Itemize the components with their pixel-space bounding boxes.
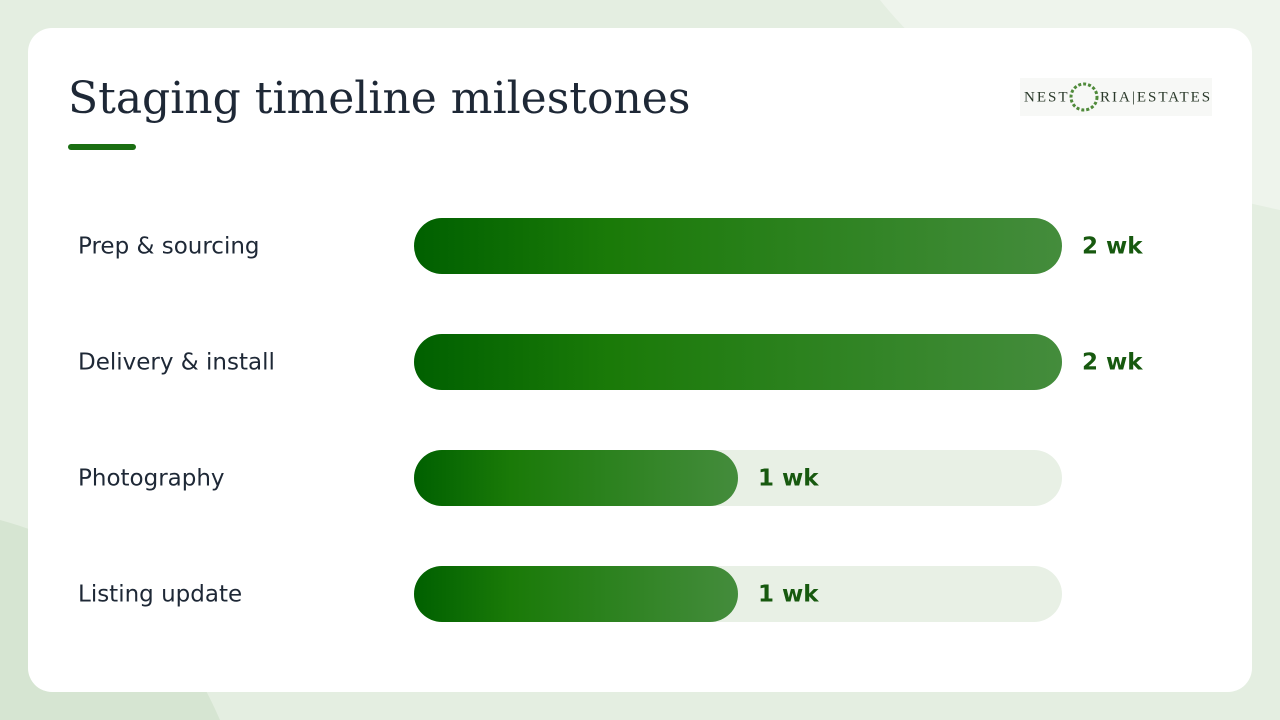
category-label: Listing update	[78, 582, 242, 608]
category-label: Delivery & install	[78, 350, 275, 376]
category-label: Prep & sourcing	[78, 234, 260, 260]
title-underline	[68, 144, 136, 150]
bar	[414, 218, 1062, 274]
value-label: 1 wk	[758, 466, 819, 492]
logo-bg	[1020, 78, 1212, 116]
category-label: Photography	[78, 466, 225, 492]
value-label: 2 wk	[1082, 234, 1143, 260]
bar	[414, 334, 1062, 390]
bar	[414, 566, 738, 622]
logo-text: RIA|ESTATES	[1100, 89, 1212, 105]
logo: NEST RIA|ESTATES	[1020, 78, 1212, 116]
value-label: 1 wk	[758, 582, 819, 608]
logo-wreath	[1069, 82, 1099, 112]
logo-text: NEST	[1024, 89, 1070, 105]
value-label: 2 wk	[1082, 350, 1143, 376]
chart-title: Staging timeline milestones	[68, 73, 690, 124]
bar	[414, 450, 738, 506]
